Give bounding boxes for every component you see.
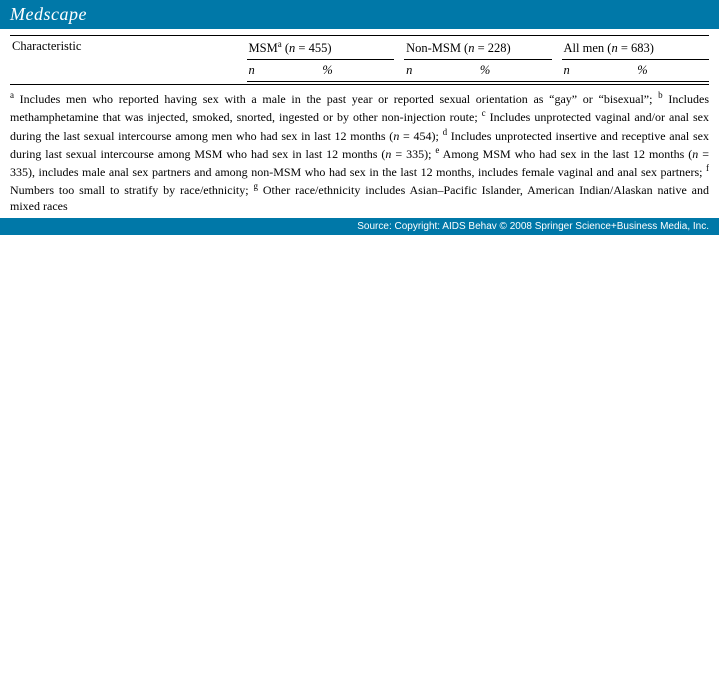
col-pct: % xyxy=(478,60,552,82)
col-group-nonmsm: Non-MSM (n = 228) xyxy=(404,36,552,60)
spacer xyxy=(552,60,562,82)
col-pct: % xyxy=(320,60,394,82)
brand-logo: Medscape xyxy=(10,4,87,24)
brand-header: Medscape xyxy=(0,0,719,29)
col-characteristic: Characteristic xyxy=(10,36,247,82)
footnotes: a Includes men who reported having sex w… xyxy=(10,84,709,216)
group-header-row: Characteristic MSMa (n = 455) Non-MSM (n… xyxy=(10,36,709,60)
source-footer: Source: Copyright: AIDS Behav © 2008 Spr… xyxy=(0,218,719,235)
spacer xyxy=(394,36,404,60)
table-header: Characteristic MSMa (n = 455) Non-MSM (n… xyxy=(10,36,709,82)
spacer xyxy=(552,36,562,60)
source-text: Source: Copyright: AIDS Behav © 2008 Spr… xyxy=(357,221,709,232)
col-n: n xyxy=(247,60,321,82)
col-group-allmen: All men (n = 683) xyxy=(562,36,709,60)
col-n: n xyxy=(562,60,636,82)
col-group-msm: MSMa (n = 455) xyxy=(247,36,395,60)
col-n: n xyxy=(404,60,478,82)
data-table: Characteristic MSMa (n = 455) Non-MSM (n… xyxy=(10,35,709,82)
col-pct: % xyxy=(635,60,709,82)
table-container: Characteristic MSMa (n = 455) Non-MSM (n… xyxy=(0,29,719,218)
spacer xyxy=(394,60,404,82)
